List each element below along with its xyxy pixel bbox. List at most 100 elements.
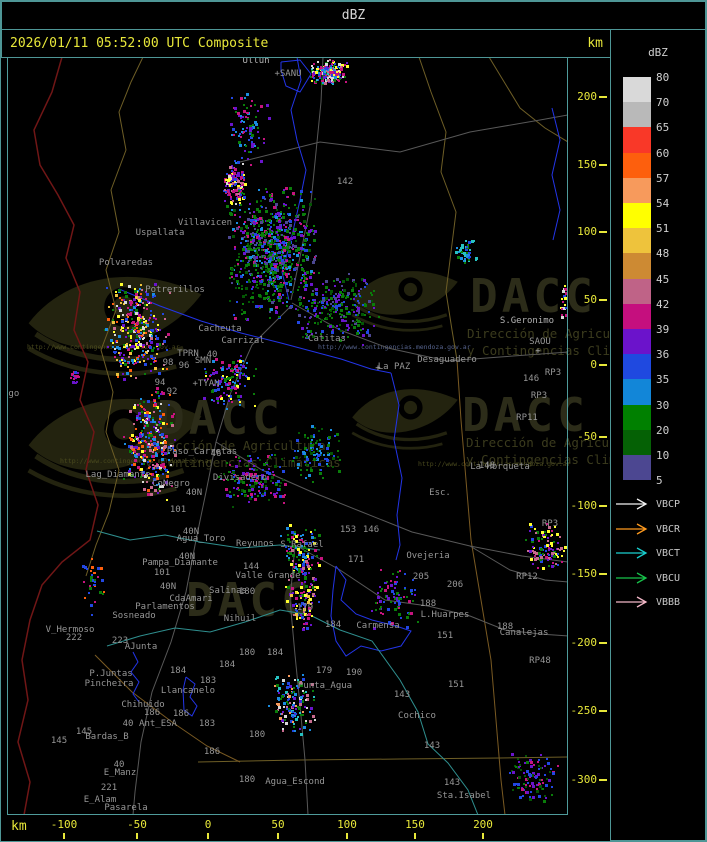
map-boundary-line (280, 59, 312, 93)
map-place-label: 145 (50, 736, 68, 747)
y-axis-tick-mark (599, 779, 607, 781)
map-place-label: Cochico (398, 711, 436, 722)
map-place-label: 205 (412, 572, 430, 583)
y-axis-tick-mark (599, 505, 607, 507)
map-boundary-line (118, 288, 392, 374)
dbz-scale-label: 65 (656, 121, 670, 135)
map-boundary-line (551, 107, 561, 241)
map-place-label: RP48 (529, 656, 551, 667)
vector-label: VBCP (656, 499, 681, 510)
dbz-scale-label: 10 (656, 449, 670, 462)
x-axis-tick-mark (414, 833, 416, 839)
x-axis-tick-mark (63, 833, 65, 839)
map-place-label: 184 (218, 660, 236, 671)
x-axis-tick-label: 150 (405, 818, 425, 831)
dbz-scale-block (623, 303, 651, 329)
map-place-label: 180 (238, 775, 256, 786)
y-axis-tick-mark (599, 96, 607, 98)
map-place-label: +SANU (274, 69, 302, 80)
x-axis-tick-label: 50 (271, 818, 285, 831)
map-place-label: Uspallata (135, 228, 185, 239)
radar-map[interactable]: Ullun +SANU 142 Villavicen Uspallata Polvared… (7, 56, 568, 815)
dbz-scale-block (623, 177, 651, 203)
dbz-scale-label: 51 (656, 222, 670, 236)
y-axis-tick-mark (599, 364, 607, 366)
y-axis-km: 200 150 100 50 0 -50 -100 -150 -200 -250 -300 (568, 56, 610, 815)
map-boundary-line (239, 114, 567, 163)
info-bar-unit-label: km (587, 36, 603, 51)
map-place-label: 146 (362, 525, 380, 536)
url-watermark-text: http://www.contingencias.mendoza.gov.ar (318, 343, 471, 351)
x-axis-tick-mark (207, 833, 209, 839)
dbz-scale-block (623, 102, 651, 128)
map-place-label: 46 (210, 449, 222, 460)
dacc-watermark-text: DACC (470, 269, 597, 323)
x-axis-tick-label: -100 (50, 818, 78, 831)
map-boundary-line (132, 305, 292, 814)
map-place-label: 40N (185, 488, 203, 499)
vector-arrow-icon (616, 596, 648, 608)
map-place-label: Agua_Escond (265, 777, 325, 788)
dbz-scale-block (623, 329, 651, 355)
map-place-label: Ant_ESA (139, 719, 177, 730)
x-axis-tick-mark (136, 833, 138, 839)
map-place-label: Paso_Carretas (166, 447, 238, 458)
y-axis-tick-label: 50 (583, 293, 597, 306)
x-axis-tick-label: 200 (473, 818, 493, 831)
dbz-scale-label: 57 (656, 171, 670, 185)
map-place-label: +TYAN (192, 379, 220, 390)
map-boundary-line (294, 544, 567, 637)
map-place-label: 142 (336, 177, 354, 188)
map-place-label: Pincheira (84, 679, 134, 690)
vector-arrow-icon (616, 547, 648, 559)
x-axis-tick-label: 100 (337, 818, 357, 831)
map-place-label: Agua_Toro (176, 534, 226, 545)
map-place-label: 101 (169, 505, 187, 516)
dbz-scale-block (623, 77, 651, 103)
y-axis-tick-mark (599, 436, 607, 438)
map-place-label: Punta_Agua (297, 681, 353, 692)
dbz-scale-block (623, 278, 651, 304)
vector-label: VBBB (656, 597, 681, 608)
map-place-label: Chihuido (121, 700, 165, 711)
radar-echoes (70, 59, 567, 803)
y-axis-tick-label: -150 (570, 567, 598, 580)
map-boundary-line (456, 359, 506, 814)
map-boundary-line (85, 57, 144, 577)
x-axis-tick-mark (482, 833, 484, 839)
dbz-scale-label: 36 (656, 348, 670, 362)
map-place-label: 145 (75, 727, 93, 738)
map-place-label: Reyunos (236, 539, 274, 550)
map-place-label: ago (8, 389, 20, 400)
map-place-label: 184 (266, 648, 284, 659)
map-place-label: 148 (478, 461, 496, 472)
map-place-label: Pampa_Diamante (142, 558, 218, 569)
map-boundary-line (94, 654, 241, 763)
map-place-label: 101 (153, 568, 171, 579)
dbz-scale-label: 5 (656, 474, 663, 488)
window-title: dBZ (341, 8, 366, 23)
map-place-label: 151 (436, 631, 454, 642)
dbz-scale-label: 45 (656, 272, 670, 286)
y-axis-tick-label: -250 (570, 704, 598, 717)
map-place-label: 153 (339, 525, 357, 536)
map-place-label: E_Alam (83, 795, 117, 806)
map-graphics (17, 57, 567, 814)
map-place-label: 221 (100, 783, 118, 794)
y-axis-tick-mark (599, 164, 607, 166)
dbz-scale-block (623, 404, 651, 430)
map-place-label: 151 (447, 680, 465, 691)
title-bar: dBZ (1, 1, 706, 30)
map-place-label: Desaguadero (417, 355, 477, 366)
y-axis-tick-label: 200 (577, 90, 597, 103)
map-place-label: S.Geronimo (499, 316, 555, 327)
dbz-scale-label: 70 (656, 96, 670, 110)
vector-arrow-icon (616, 522, 648, 535)
map-place-label: Potrerillos (145, 285, 205, 296)
map-place-label: Catitas (308, 334, 346, 345)
map-place-label: 40N (159, 582, 177, 593)
map-boundary-line (130, 651, 140, 703)
map-place-label: Polvaredas (98, 258, 154, 269)
map-place-label: 180 (238, 587, 256, 598)
